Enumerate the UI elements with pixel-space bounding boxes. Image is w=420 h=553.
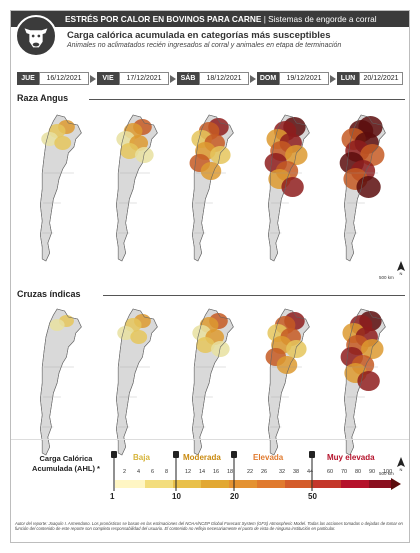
legend-tick: 8 bbox=[165, 469, 169, 475]
legend-tick: 70 bbox=[341, 469, 348, 475]
day-date: 19/12/2021 bbox=[279, 72, 329, 85]
arrow-right-icon bbox=[250, 75, 256, 83]
legend-tick: 18 bbox=[227, 469, 234, 475]
report-header: ESTRÉS POR CALOR EN BOVINOS PARA CARNE |… bbox=[11, 11, 409, 67]
legend-arrow-icon bbox=[391, 478, 401, 490]
scale-label: 500 km bbox=[379, 471, 394, 476]
svg-text:N: N bbox=[400, 271, 403, 275]
section-divider bbox=[103, 295, 405, 296]
legend-tick: 80 bbox=[355, 469, 362, 475]
threshold-value: 20 bbox=[230, 492, 239, 501]
legend-tick: 16 bbox=[213, 469, 220, 475]
day-name: SÁB bbox=[177, 72, 199, 85]
legend-bar-segment bbox=[369, 480, 391, 488]
footer-disclaimer: Autor del reporte: Joaquín I. Armendano.… bbox=[15, 521, 403, 532]
day-date: 17/12/2021 bbox=[119, 72, 169, 85]
day-date: 18/12/2021 bbox=[199, 72, 249, 85]
heat-map bbox=[31, 307, 87, 457]
day-name: VIE bbox=[97, 72, 119, 85]
threshold-pin-icon bbox=[231, 451, 237, 491]
day-date: 16/12/2021 bbox=[39, 72, 89, 85]
legend-tick: 26 bbox=[261, 469, 268, 475]
legend-tick: 12 bbox=[185, 469, 192, 475]
heat-map bbox=[335, 113, 391, 263]
heat-map bbox=[335, 307, 391, 457]
arrow-right-icon bbox=[170, 75, 176, 83]
date-bar: JUE 16/12/2021 VIE 17/12/2021 SÁB 18/12/… bbox=[17, 72, 403, 85]
heat-map bbox=[183, 307, 239, 457]
cow-logo-icon bbox=[15, 15, 57, 57]
legend-bar-segment bbox=[173, 480, 201, 488]
legend: Carga Calórica Acumulada (AHL) * Baja Mo… bbox=[11, 439, 409, 520]
heat-map bbox=[107, 113, 163, 263]
legend-tick: 32 bbox=[279, 469, 286, 475]
report-title-sub: Sistemas de engorde a corral bbox=[268, 14, 377, 24]
legend-category-elevada: Elevada bbox=[253, 453, 284, 462]
section-divider bbox=[89, 99, 405, 100]
legend-bar-segment bbox=[313, 480, 341, 488]
legend-tick: 4 bbox=[137, 469, 141, 475]
legend-category-muy-elevada: Muy elevada bbox=[327, 453, 375, 462]
day-name: LUN bbox=[337, 72, 359, 85]
legend-bar-segment bbox=[257, 480, 285, 488]
legend-tick: 60 bbox=[327, 469, 334, 475]
heat-map bbox=[259, 307, 315, 457]
legend-bar-segment bbox=[201, 480, 229, 488]
report-frame: ESTRÉS POR CALOR EN BOVINOS PARA CARNE |… bbox=[10, 10, 410, 543]
heat-map bbox=[259, 113, 315, 263]
day-name: JUE bbox=[17, 72, 39, 85]
section-title-angus: Raza Angus bbox=[17, 93, 69, 103]
threshold-pin-icon bbox=[111, 451, 117, 491]
heat-map bbox=[31, 113, 87, 263]
day-date: 20/12/2021 bbox=[359, 72, 403, 85]
threshold-value: 10 bbox=[172, 492, 181, 501]
legend-bar-segment bbox=[229, 480, 257, 488]
legend-tick: 44 bbox=[307, 469, 314, 475]
title-separator: | bbox=[261, 14, 269, 24]
heat-map bbox=[183, 113, 239, 263]
threshold-pin-icon bbox=[309, 451, 315, 491]
threshold-pin-icon bbox=[173, 451, 179, 491]
legend-tick: 14 bbox=[199, 469, 206, 475]
legend-bar-segment bbox=[145, 480, 173, 488]
day-name: DOM bbox=[257, 72, 279, 85]
report-title: ESTRÉS POR CALOR EN BOVINOS PARA CARNE bbox=[65, 14, 262, 24]
legend-tick: 38 bbox=[293, 469, 300, 475]
legend-tick: 2 bbox=[123, 469, 127, 475]
legend-tick: 6 bbox=[151, 469, 155, 475]
legend-category-moderada: Moderada bbox=[183, 453, 221, 462]
heat-map bbox=[107, 307, 163, 457]
legend-tick: 100 bbox=[383, 469, 393, 475]
svg-text:N: N bbox=[400, 467, 403, 471]
report-note: Animales no aclimatados recién ingresado… bbox=[67, 42, 342, 49]
north-arrow-icon: N bbox=[397, 457, 405, 472]
legend-label: Carga Calórica Acumulada (AHL) * bbox=[32, 454, 100, 473]
legend-bar-segment bbox=[341, 480, 369, 488]
north-arrow-icon: N bbox=[397, 261, 405, 276]
arrow-right-icon bbox=[90, 75, 96, 83]
legend-bar-segment bbox=[285, 480, 313, 488]
section-title-cruzas: Cruzas índicas bbox=[17, 289, 81, 299]
legend-category-baja: Baja bbox=[133, 453, 150, 462]
threshold-value: 50 bbox=[308, 492, 317, 501]
legend-tick: 90 bbox=[369, 469, 376, 475]
legend-bar-segment bbox=[115, 480, 145, 488]
legend-tick: 22 bbox=[247, 469, 254, 475]
report-subtitle: Carga calórica acumulada en categorías m… bbox=[67, 30, 331, 41]
scale-label: 500 km bbox=[379, 275, 394, 280]
arrow-right-icon bbox=[330, 75, 336, 83]
title-bar: ESTRÉS POR CALOR EN BOVINOS PARA CARNE |… bbox=[11, 11, 409, 27]
threshold-value: 1 bbox=[110, 492, 115, 501]
